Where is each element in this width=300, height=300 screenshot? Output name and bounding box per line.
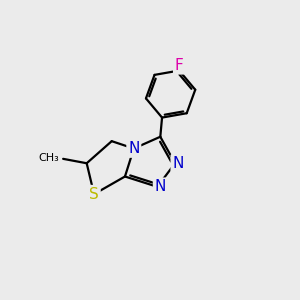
Text: N: N: [128, 141, 140, 156]
Text: N: N: [172, 156, 184, 171]
Text: CH₃: CH₃: [38, 153, 59, 163]
Text: S: S: [89, 187, 99, 202]
Text: N: N: [154, 179, 166, 194]
Text: F: F: [175, 58, 184, 73]
